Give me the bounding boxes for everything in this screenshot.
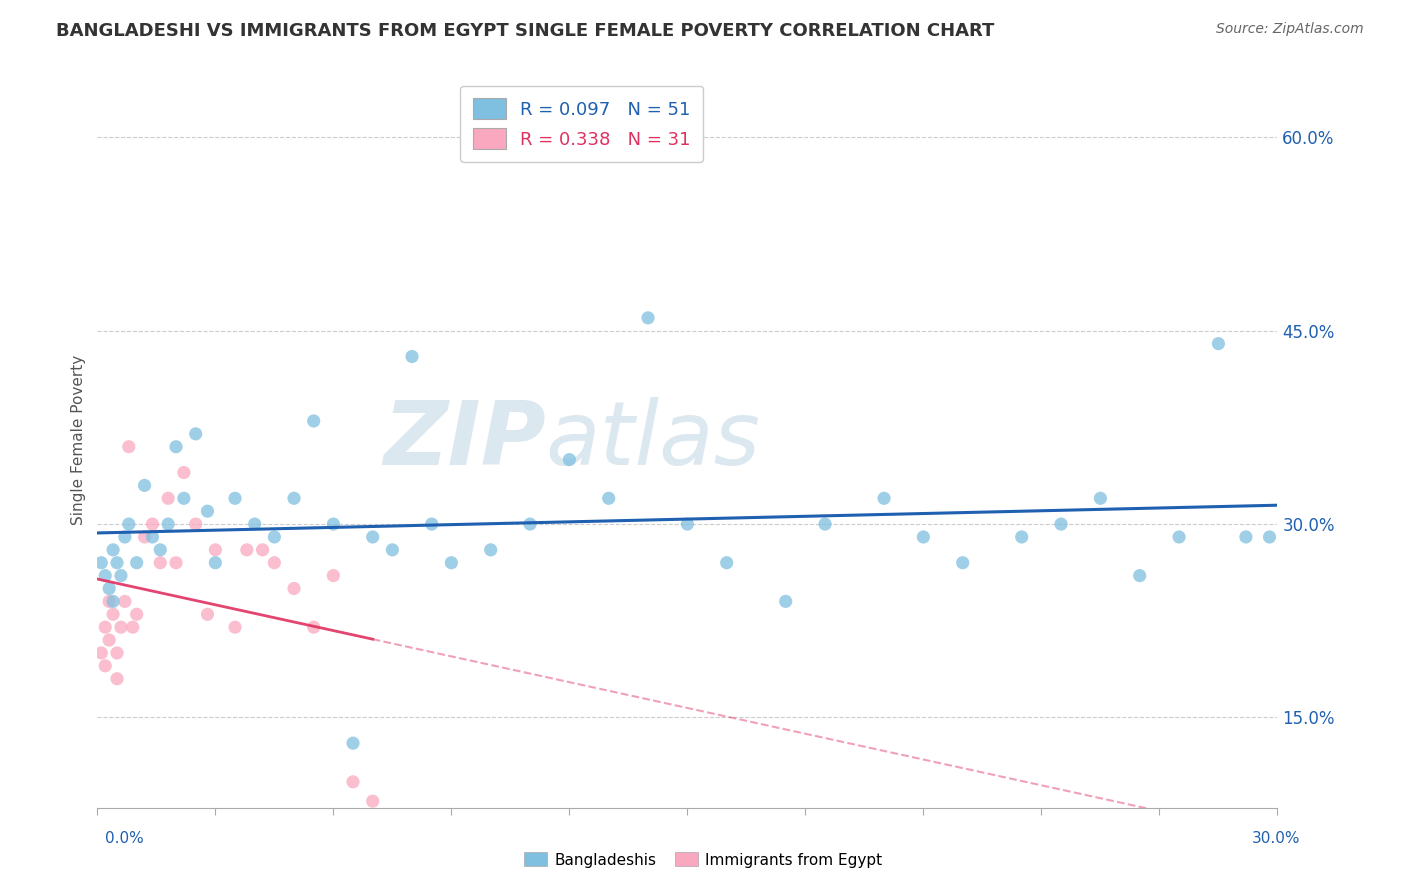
Point	[125, 607, 148, 622]
Point	[302, 620, 325, 634]
Legend: Bangladeshis, Immigrants from Egypt: Bangladeshis, Immigrants from Egypt	[517, 847, 889, 873]
Point	[1129, 568, 1152, 582]
Point	[110, 620, 132, 634]
Point	[283, 582, 305, 596]
Point	[98, 582, 121, 596]
Point	[252, 542, 274, 557]
Point	[90, 646, 112, 660]
Point	[420, 517, 443, 532]
Text: 0.0%: 0.0%	[105, 831, 145, 846]
Point	[114, 530, 136, 544]
Point	[1208, 336, 1230, 351]
Point	[141, 517, 163, 532]
Point	[1011, 530, 1033, 544]
Point	[243, 517, 266, 532]
Point	[94, 658, 117, 673]
Point	[342, 775, 364, 789]
Point	[98, 633, 121, 648]
Point	[775, 594, 797, 608]
Point	[1258, 530, 1281, 544]
Text: Source: ZipAtlas.com: Source: ZipAtlas.com	[1216, 22, 1364, 37]
Point	[342, 736, 364, 750]
Legend: R = 0.097   N = 51, R = 0.338   N = 31: R = 0.097 N = 51, R = 0.338 N = 31	[460, 86, 703, 161]
Point	[118, 440, 141, 454]
Point	[479, 542, 502, 557]
Point	[204, 542, 226, 557]
Point	[263, 530, 285, 544]
Point	[101, 607, 124, 622]
Point	[361, 794, 384, 808]
Point	[101, 594, 124, 608]
Point	[263, 556, 285, 570]
Point	[637, 310, 659, 325]
Point	[134, 530, 156, 544]
Point	[173, 491, 195, 506]
Point	[105, 556, 128, 570]
Point	[98, 594, 121, 608]
Point	[173, 466, 195, 480]
Point	[224, 491, 246, 506]
Point	[558, 452, 581, 467]
Text: ZIP: ZIP	[382, 397, 546, 483]
Text: 30.0%: 30.0%	[1253, 831, 1301, 846]
Point	[184, 426, 207, 441]
Point	[401, 350, 423, 364]
Point	[197, 607, 219, 622]
Point	[105, 672, 128, 686]
Point	[149, 542, 172, 557]
Point	[1168, 530, 1191, 544]
Point	[1090, 491, 1112, 506]
Point	[90, 556, 112, 570]
Point	[134, 478, 156, 492]
Point	[157, 491, 180, 506]
Point	[283, 491, 305, 506]
Point	[598, 491, 620, 506]
Point	[381, 542, 404, 557]
Point	[149, 556, 172, 570]
Point	[236, 542, 259, 557]
Point	[94, 568, 117, 582]
Point	[224, 620, 246, 634]
Text: atlas: atlas	[546, 397, 761, 483]
Point	[125, 556, 148, 570]
Point	[322, 517, 344, 532]
Point	[302, 414, 325, 428]
Point	[184, 517, 207, 532]
Point	[440, 556, 463, 570]
Point	[197, 504, 219, 518]
Point	[118, 517, 141, 532]
Point	[165, 556, 187, 570]
Point	[676, 517, 699, 532]
Point	[204, 556, 226, 570]
Point	[105, 646, 128, 660]
Point	[114, 594, 136, 608]
Point	[157, 517, 180, 532]
Text: BANGLADESHI VS IMMIGRANTS FROM EGYPT SINGLE FEMALE POVERTY CORRELATION CHART: BANGLADESHI VS IMMIGRANTS FROM EGYPT SIN…	[56, 22, 994, 40]
Point	[361, 530, 384, 544]
Point	[519, 517, 541, 532]
Point	[716, 556, 738, 570]
Point	[110, 568, 132, 582]
Point	[165, 440, 187, 454]
Point	[1234, 530, 1257, 544]
Y-axis label: Single Female Poverty: Single Female Poverty	[72, 355, 86, 525]
Point	[101, 542, 124, 557]
Point	[322, 568, 344, 582]
Point	[94, 620, 117, 634]
Point	[1050, 517, 1073, 532]
Point	[121, 620, 143, 634]
Point	[952, 556, 974, 570]
Point	[912, 530, 935, 544]
Point	[873, 491, 896, 506]
Point	[141, 530, 163, 544]
Point	[814, 517, 837, 532]
